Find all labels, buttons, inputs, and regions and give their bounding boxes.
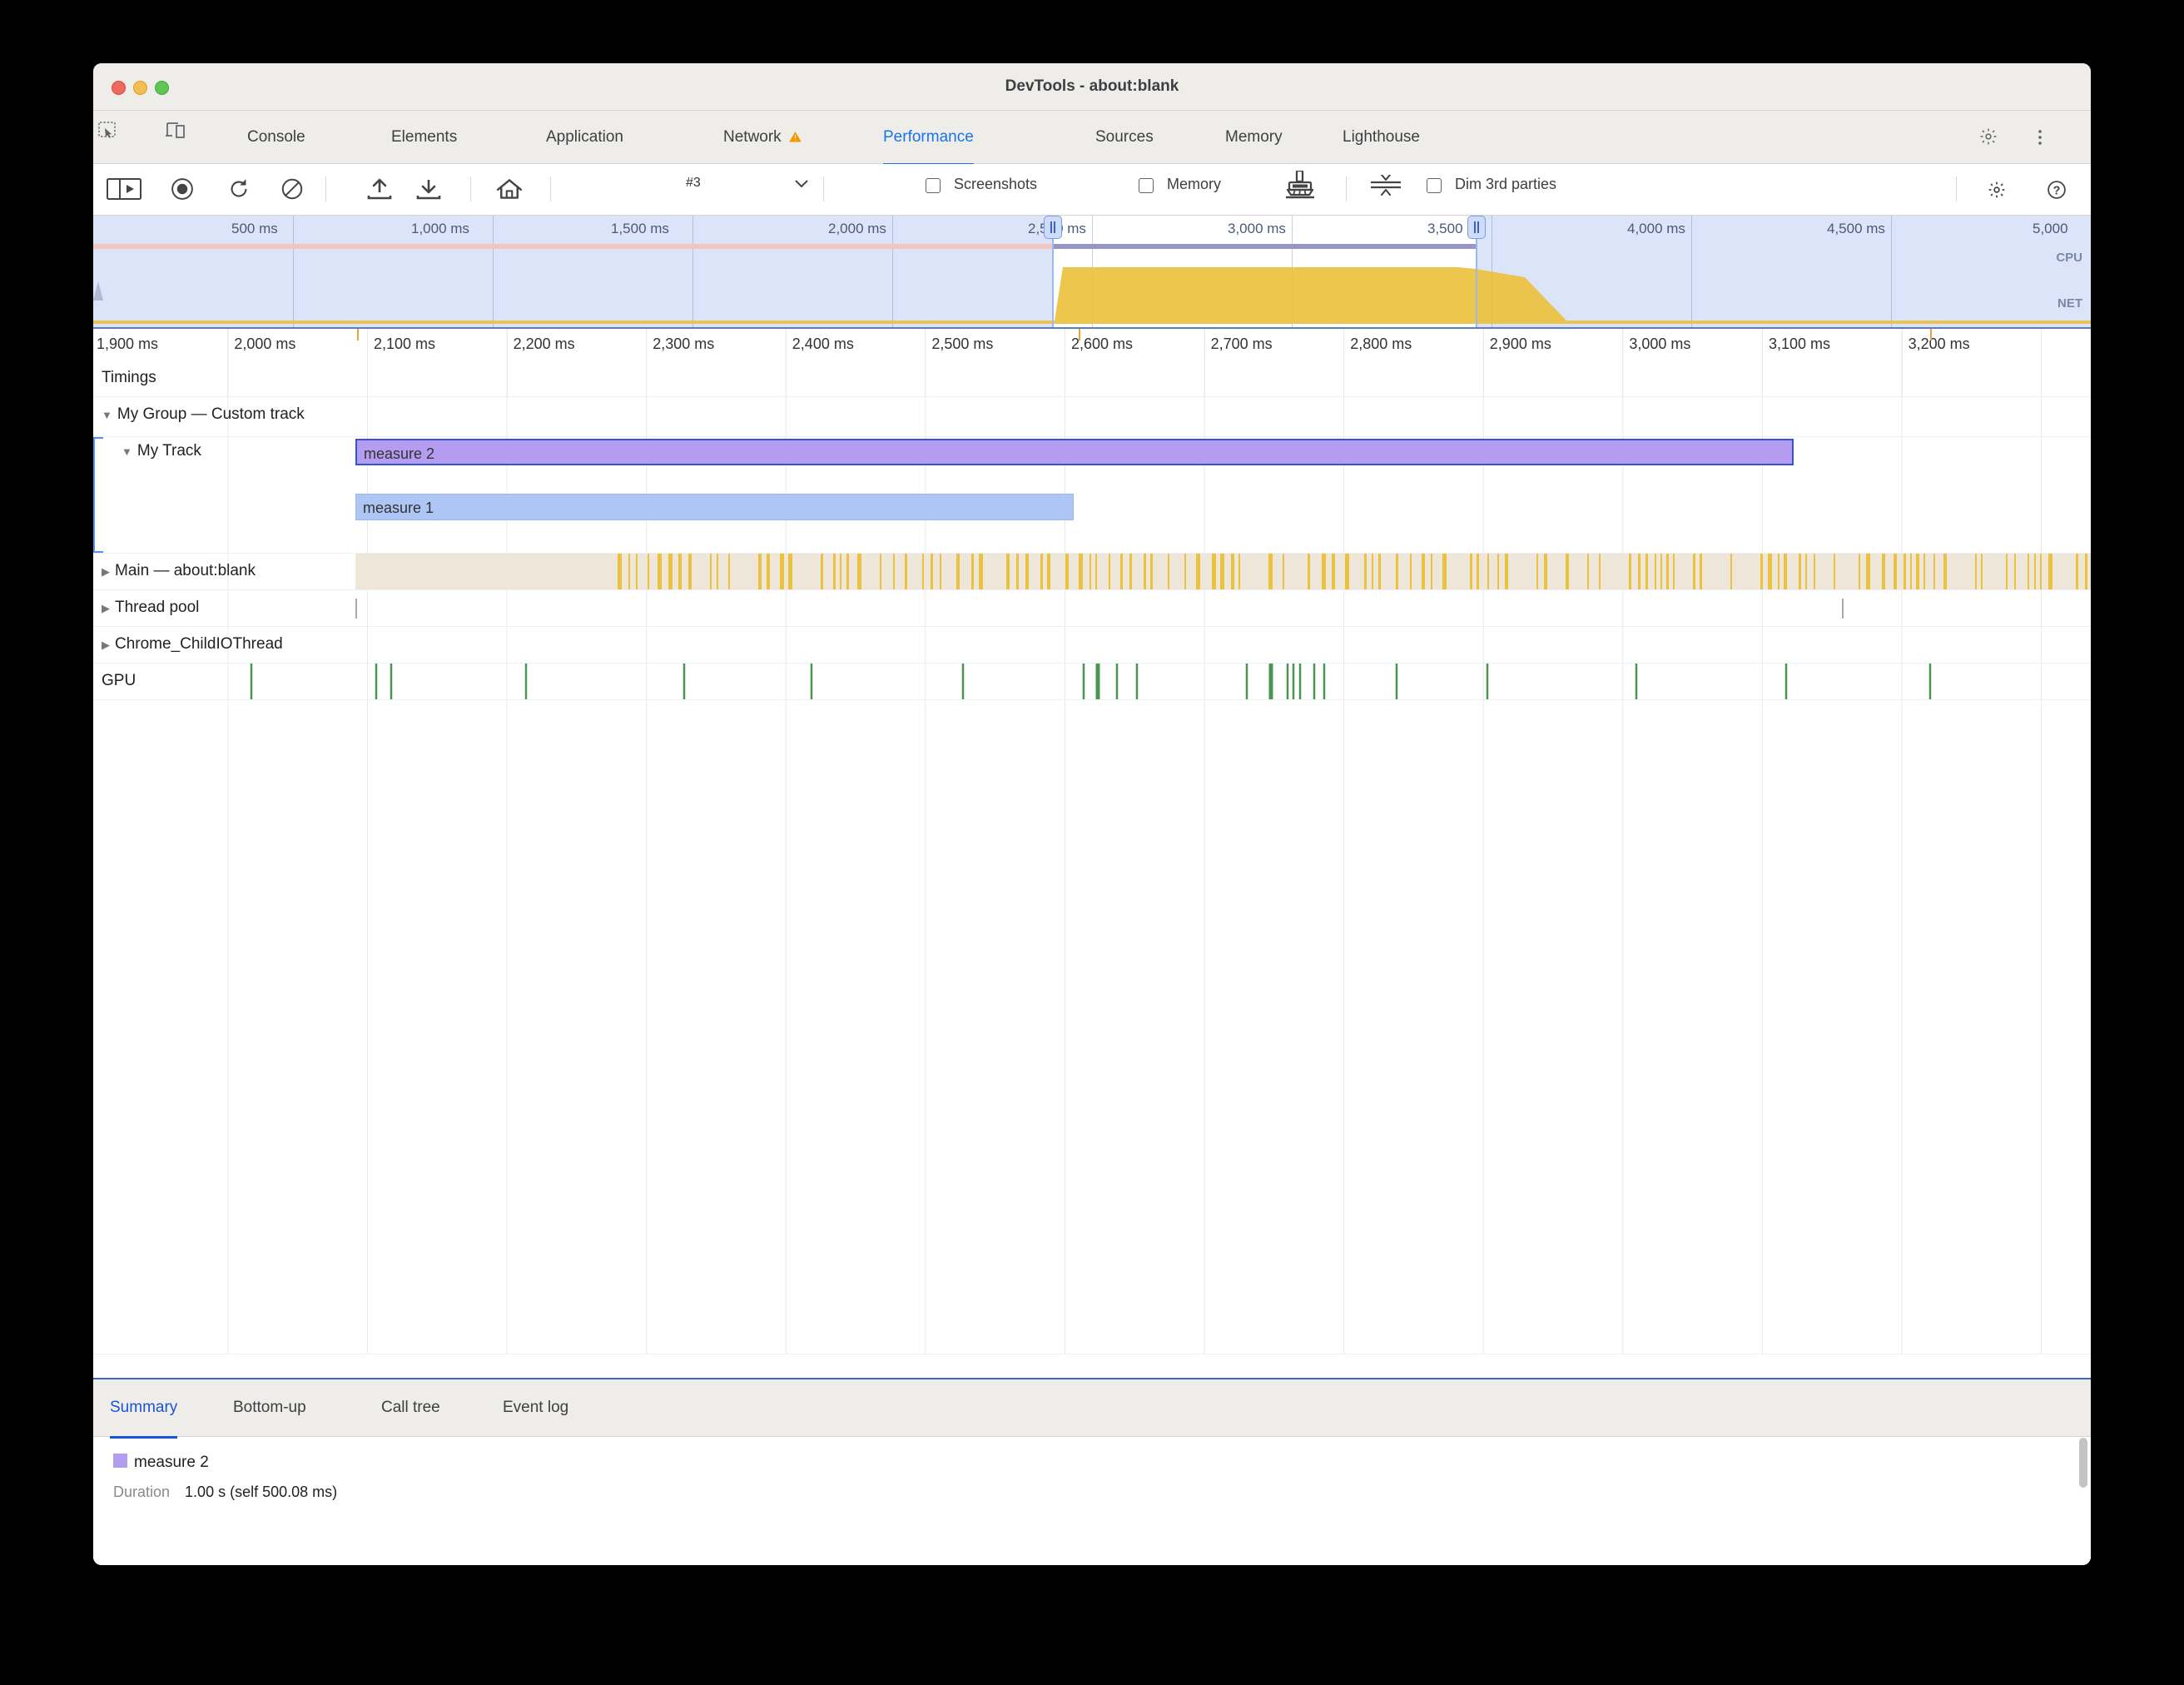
svg-text:?: ? <box>2053 185 2061 198</box>
